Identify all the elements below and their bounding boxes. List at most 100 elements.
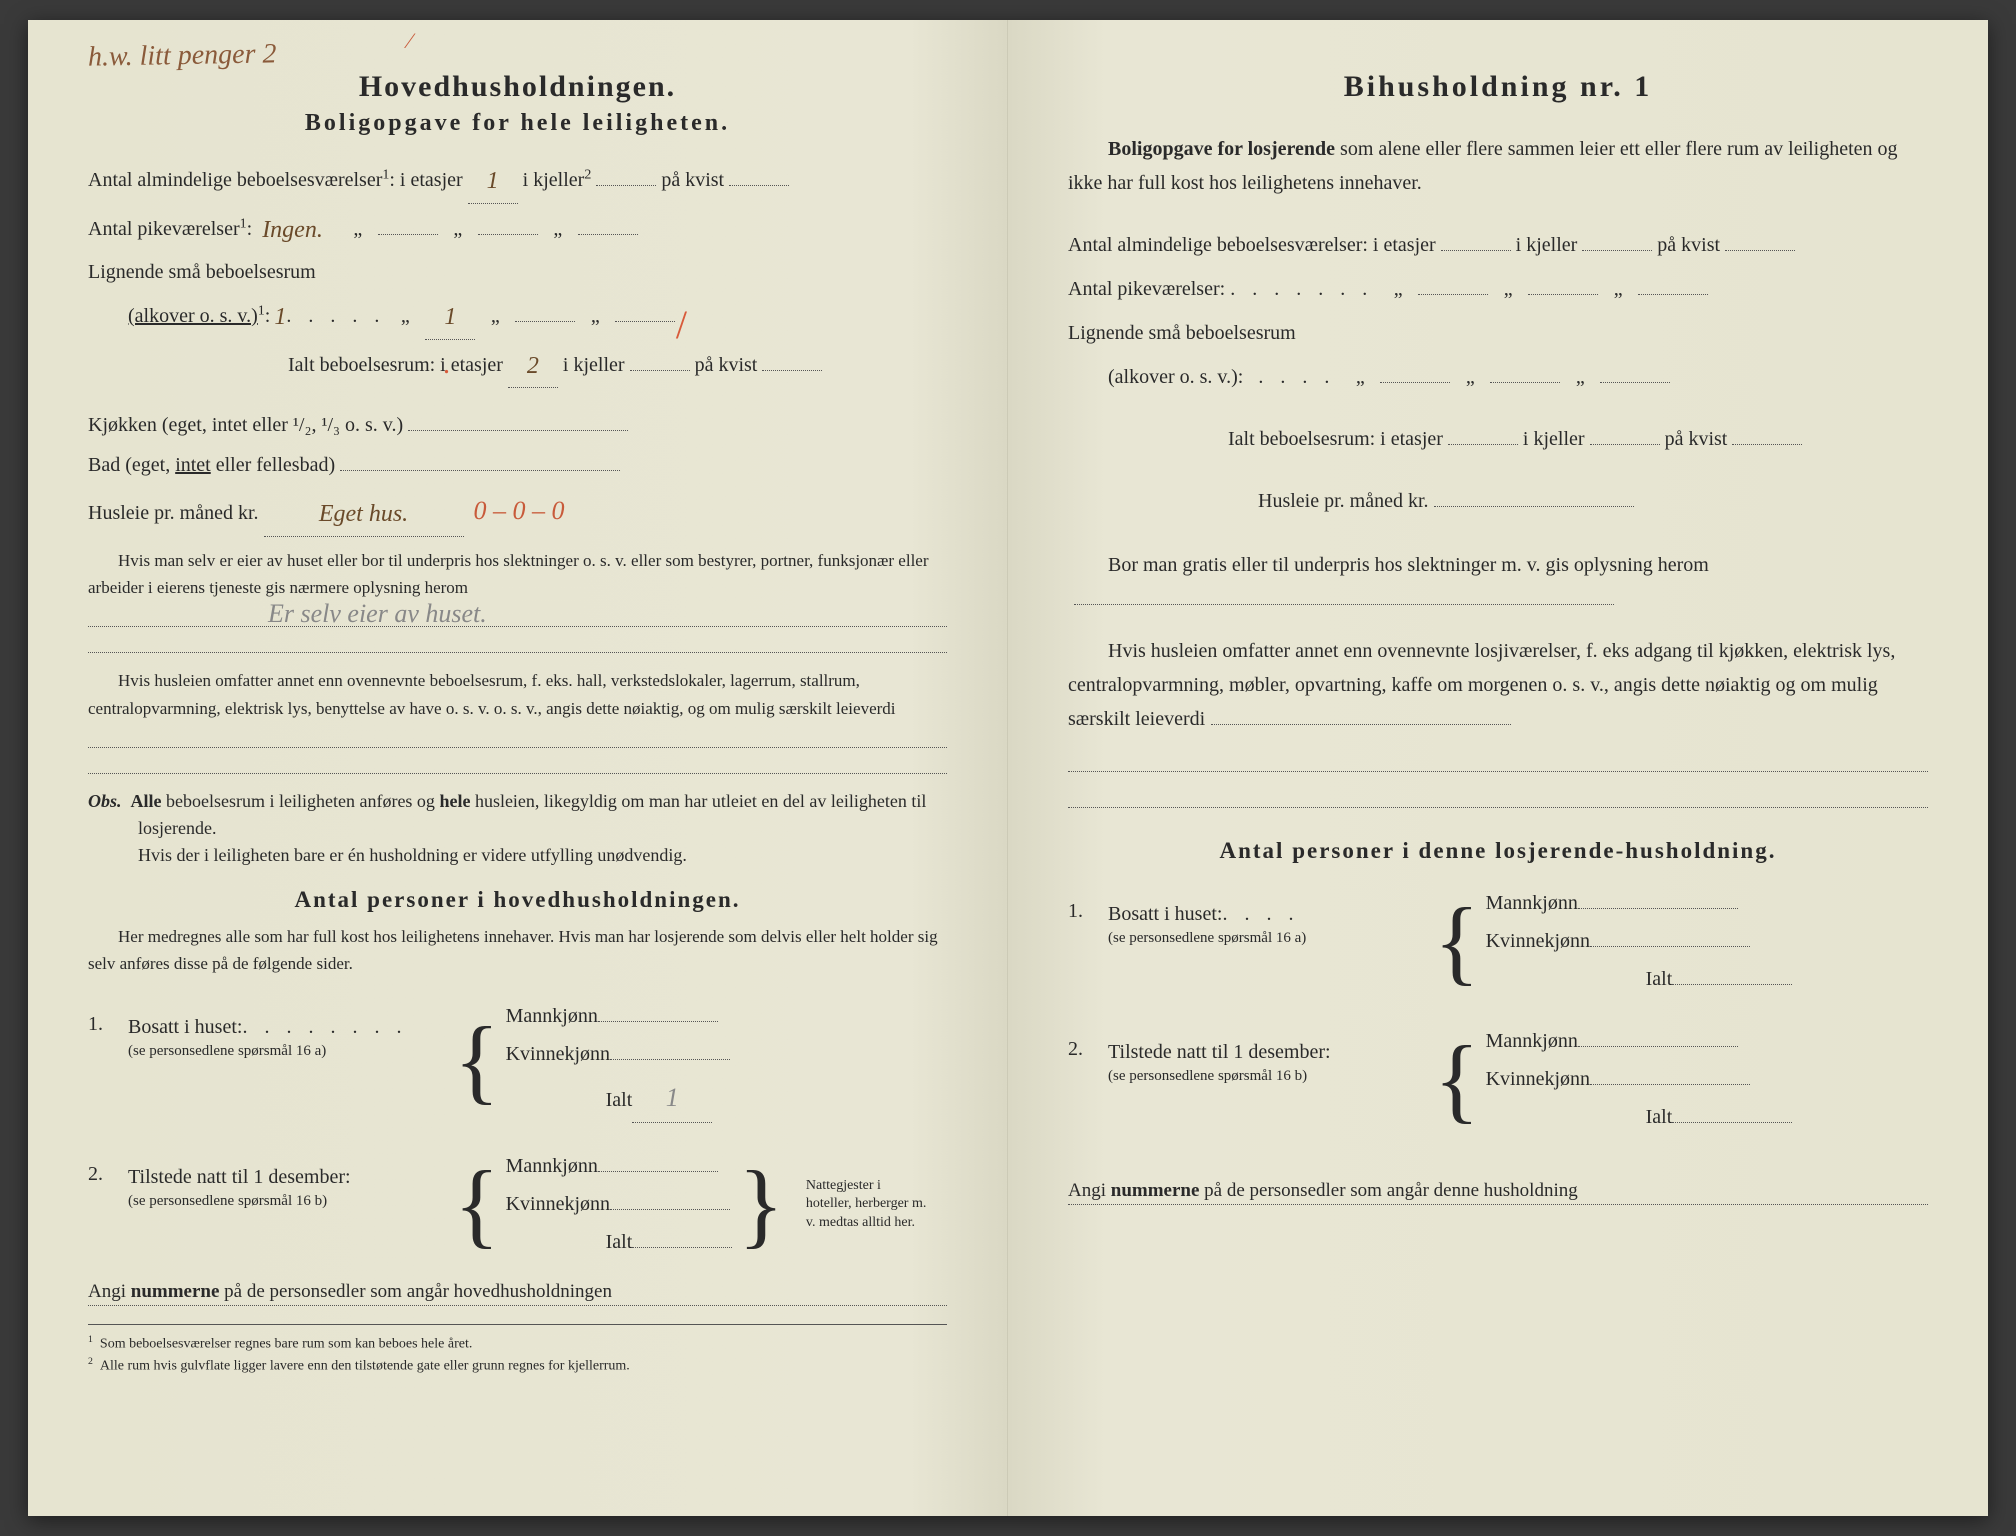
label: på kvist: [695, 354, 758, 376]
label: Antal almindelige beboelsesværelser: [88, 169, 382, 191]
dots: . . . . .: [286, 305, 385, 327]
rooms-similar-line: Lignende små beboelsesrum: [88, 253, 947, 291]
gratis-text: Bor man gratis eller til underpris hos s…: [1068, 548, 1928, 616]
ditto-mark: „: [480, 297, 510, 335]
present-block: 2. Tilstede natt til 1 desember: (se per…: [1068, 1018, 1928, 1140]
value: 1: [274, 304, 286, 330]
mann-line: Mannkjønn: [506, 997, 730, 1035]
blank: [1448, 444, 1518, 445]
left-brace: {: [448, 993, 506, 1127]
blank: [1434, 506, 1634, 507]
dots: . . . . . . .: [1230, 278, 1373, 300]
kjeller-blank: [596, 185, 656, 186]
brace-group: { Mannkjønn Kvinnekjønn Ialt }: [448, 1143, 790, 1265]
blank: [1418, 294, 1488, 295]
ialt-line: Ialt1: [506, 1073, 730, 1123]
label: (alkover o. s. v.):: [1108, 366, 1243, 388]
value: 1: [666, 1083, 679, 1112]
rent-includes-text: Hvis husleien omfatter annet enn ovennev…: [88, 667, 947, 721]
sub-label: (se personsedlene spørsmål 16 b): [1108, 1066, 1428, 1087]
blank: [1638, 294, 1708, 295]
kvinne-line: Kvinnekjønn: [506, 1185, 733, 1223]
left-subtitle: Boligopgave for hele leiligheten.: [88, 110, 947, 137]
owner-blank-line: Er selv eier av huset.: [88, 605, 947, 627]
blank: [1732, 444, 1802, 445]
ialt-line: Ialt: [1486, 960, 1793, 998]
spacer: [1068, 524, 1928, 538]
label: Antal pikeværelser:: [1068, 278, 1225, 300]
fn2: 2 Alle rum hvis gulvflate ligger lavere …: [88, 1355, 947, 1377]
resident-block: 1. Bosatt i huset:. . . . . . . . (se pe…: [88, 993, 947, 1127]
rooms-ordinary-line: Antal almindelige beboelsesværelser1: i …: [88, 157, 947, 204]
rent-line: Husleie pr. måned kr. Eget hus. 0 – 0 – …: [88, 486, 947, 537]
pencil-note: Er selv eier av huset.: [268, 599, 487, 629]
blank: [1600, 382, 1670, 383]
blank: [378, 234, 438, 235]
mann-line: Mannkjønn: [1486, 1022, 1793, 1060]
num: 1.: [1068, 880, 1108, 923]
label-group: Tilstede natt til 1 desember: (se person…: [1108, 1018, 1428, 1087]
blank: [1590, 444, 1660, 445]
blank: [1528, 294, 1598, 295]
top-margin-handwriting: h.w. litt penger 2: [88, 38, 277, 73]
footer-line: Angi nummerne på de personsedler som ang…: [1068, 1180, 1928, 1205]
blank-line: [88, 726, 947, 748]
blank-line: [88, 752, 947, 774]
num: 2.: [1068, 1018, 1108, 1061]
left-page: h.w. litt penger 2 Hovedhusholdningen. B…: [28, 20, 1008, 1516]
gender-lines: Mannkjønn Kvinnekjønn Ialt: [1486, 880, 1793, 1002]
value: Ingen.: [262, 217, 323, 243]
sub-label: (se personsedlene spørsmål 16 a): [1108, 928, 1428, 949]
rooms-maid-line: Antal pikeværelser1: Ingen. „ „ „: [88, 206, 947, 252]
kvinne-line: Kvinnekjønn: [506, 1035, 730, 1073]
sub-label: (se personsedlene spørsmål 16 b): [128, 1191, 448, 1212]
red-zeros: 0 – 0 – 0: [474, 496, 565, 525]
label: Bad (eget, intet eller fellesbad): [88, 454, 335, 476]
label-group: Bosatt i huset:. . . . (se personsedlene…: [1108, 880, 1428, 949]
ditto-mark: „: [343, 210, 373, 248]
label: Ialt beboelsesrum: i etasjer: [1228, 428, 1443, 450]
intro-bold: Boligopgave for losjerende: [1108, 138, 1335, 160]
persons-sub: Her medregnes alle som har full kost hos…: [88, 923, 947, 977]
label: : i etasjer: [389, 169, 462, 191]
kitchen-line: Kjøkken (eget, intet eller ¹/₂, ¹/₃ o. s…: [88, 406, 947, 444]
label: i kjeller: [563, 354, 625, 376]
present-block: 2. Tilstede natt til 1 desember: (se per…: [88, 1143, 947, 1265]
label: på kvist: [1657, 234, 1720, 256]
blank: [408, 430, 628, 431]
fn1: 1 Som beboelsesværelser regnes bare rum …: [88, 1333, 947, 1355]
label: i kjeller: [523, 169, 585, 191]
label: Bosatt i huset:. . . . . . . .: [128, 1016, 407, 1038]
obs-text-1: Alle beboelsesrum i leiligheten anføres …: [131, 791, 927, 838]
label: Antal almindelige beboelsesværelser: i e…: [1068, 234, 1436, 256]
ditto-mark: „: [1345, 356, 1375, 398]
blank: [478, 234, 538, 235]
document-spread: h.w. litt penger 2 Hovedhusholdningen. B…: [28, 20, 1988, 1516]
ditto-mark: „: [1455, 356, 1485, 398]
mann-line: Mannkjønn: [506, 1147, 733, 1185]
footer-line: Angi nummerne på de personsedler som ang…: [88, 1281, 947, 1306]
blank: [1490, 382, 1560, 383]
alkover-line: (alkover o. s. v.)1:1. . . . . „ 1 „ „ /: [88, 293, 947, 340]
left-brace: {: [448, 1143, 506, 1265]
label: Antal pikeværelser: [88, 218, 240, 240]
gender-lines: Mannkjønn Kvinnekjønn Ialt: [506, 1143, 733, 1265]
red-caret: ⁄: [408, 28, 412, 54]
ditto-mark: „: [580, 297, 610, 335]
blank: [1725, 250, 1795, 251]
label: i kjeller: [1523, 428, 1585, 450]
obs-label: Obs.: [88, 791, 122, 811]
blank: [1380, 382, 1450, 383]
label: Husleie pr. måned kr.: [1258, 490, 1429, 512]
dots: . . . .: [1258, 366, 1335, 388]
label: på kvist: [661, 169, 724, 191]
obs-block: Obs. Alle beboelsesrum i leiligheten anf…: [88, 788, 947, 869]
sub-label: (se personsedlene spørsmål 16 a): [128, 1041, 448, 1062]
total-rooms-line: Ialt beboelsesrum: i etasjer 2 i kjeller…: [88, 342, 947, 389]
persons-heading: Antal personer i hovedhusholdningen.: [88, 887, 947, 913]
sup: 1: [240, 216, 247, 231]
bath-line: Bad (eget, intet eller fellesbad): [88, 446, 947, 484]
ditto-mark: „: [443, 210, 473, 248]
blank: [615, 321, 675, 322]
label: på kvist: [1665, 428, 1728, 450]
